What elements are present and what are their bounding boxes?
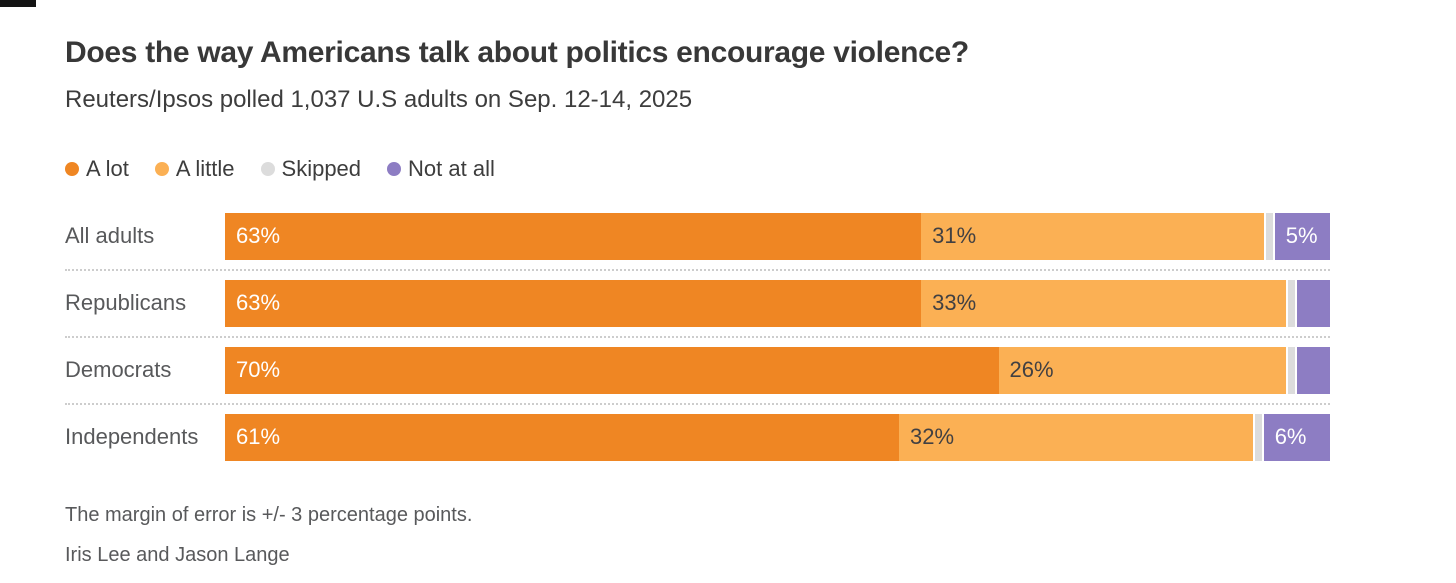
legend-item-label: A little [175,155,235,181]
bar-value-label: 26% [1009,357,1054,383]
footer-byline: Iris Lee and Jason Lange [65,543,290,566]
bar-segment-a-little: 32% [899,413,1253,461]
bar-segment-skipped [1285,346,1297,394]
row-separator [65,335,1330,338]
bar-segment-not-at-all: 6% [1263,413,1330,461]
legend-item-not-at-all: Not at all [387,156,495,182]
chart-row: Independents 61% 32% 6% [65,413,1330,461]
row-label: Republicans [65,290,187,316]
bar-segment-a-little: 31% [921,212,1264,260]
bar-value-label: 32% [910,424,955,450]
footer-note: The margin of error is +/- 3 percentage … [65,503,473,526]
legend-item-a-little: A little [154,155,235,182]
row-label: All adults [65,223,155,249]
stacked-bar: 70% 26% [225,346,1330,394]
row-separator [65,268,1330,271]
stacked-bar: 63% 31% 5% [225,212,1330,260]
row-separator [65,402,1330,405]
stacked-bar: 63% 33% [225,279,1330,327]
bar-segment-a-lot: 63% [225,279,922,327]
bar-value-label: 6% [1274,424,1307,450]
bar-segment-a-little: 26% [998,346,1286,394]
bar-segment-skipped [1263,212,1275,260]
chart-row: Republicans 63% 33% [65,279,1330,327]
bar-value-label: 70% [236,357,281,383]
legend-item-label: Not at all [408,155,495,181]
bar-segment-a-little: 33% [921,279,1286,327]
bar-value-label: 5% [1285,223,1318,249]
row-label: Democrats [65,357,172,383]
chart-row: All adults 63% 31% 5% [65,212,1330,260]
bar-segment-a-lot: 63% [225,212,922,260]
bar-value-label: 31% [932,223,977,249]
stacked-bar: 61% 32% 6% [225,413,1330,461]
row-label: Independents [65,424,199,450]
bar-segment-skipped [1252,413,1264,461]
legend-dot-icon [260,161,275,176]
legend-item-a-lot: A lot [65,156,129,182]
bar-value-label: 61% [236,424,281,450]
bar-segment-not-at-all [1296,346,1330,394]
chart-card: Does the way Americans talk about politi… [65,36,1395,566]
legend-dot-icon [65,161,79,176]
bar-segment-not-at-all: 5% [1274,212,1330,260]
legend-dot-icon [387,161,402,176]
legend-item-label: A lot [86,155,129,181]
legend: A lot A little Skipped Not at all [65,156,1395,182]
bar-segment-not-at-all [1296,279,1330,327]
page-subtitle: Reuters/Ipsos polled 1,037 U.S adults on… [65,86,693,113]
bar-value-label: 63% [236,223,281,249]
bar-value-label: 63% [236,290,281,316]
chart-rows: All adults 63% 31% 5% Republicans 63% 33% Democ… [65,212,1330,461]
bar-segment-skipped [1285,279,1297,327]
corner-mark [0,0,36,7]
legend-item-skipped: Skipped [260,155,362,182]
bar-value-label: 33% [932,290,977,316]
bar-segment-a-lot: 70% [225,346,999,394]
bar-segment-a-lot: 61% [225,413,900,461]
page-title: Does the way Americans talk about politi… [65,36,969,69]
chart-row: Democrats 70% 26% [65,346,1330,394]
legend-item-label: Skipped [281,155,362,181]
legend-dot-icon [154,161,169,176]
